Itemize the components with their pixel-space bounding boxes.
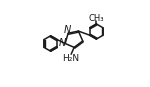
Text: CH₃: CH₃: [89, 14, 104, 23]
Text: N: N: [59, 38, 66, 48]
Text: N: N: [64, 25, 71, 35]
Text: H₂N: H₂N: [63, 54, 80, 63]
